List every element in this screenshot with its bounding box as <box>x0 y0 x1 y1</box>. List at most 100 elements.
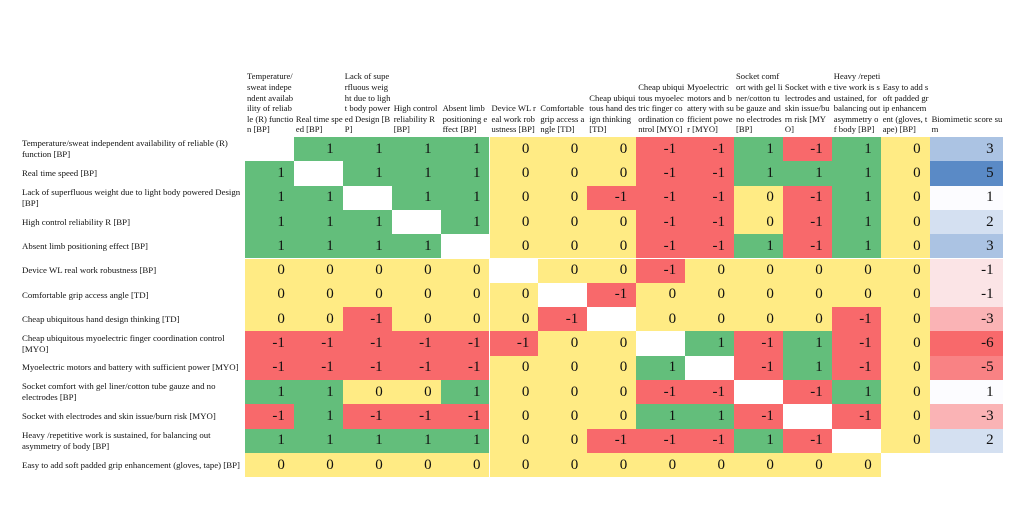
matrix-cell: 0 <box>587 161 637 186</box>
matrix-cell: -1 <box>587 282 637 308</box>
matrix-cell: 0 <box>782 452 832 478</box>
matrix-cell <box>587 307 637 332</box>
matrix-cell: 1 <box>782 331 832 356</box>
matrix-cell: 0 <box>440 307 490 332</box>
matrix-cell: -1 <box>245 331 294 356</box>
column-header: Lack of superfluous weight due to light … <box>344 71 391 135</box>
matrix-cell: -1 <box>685 380 734 405</box>
matrix-cell <box>245 137 294 162</box>
matrix-cell: -1 <box>685 428 734 453</box>
matrix-cell: -1 <box>342 355 392 380</box>
matrix-cell: 1 <box>831 185 881 210</box>
matrix-cell: -1 <box>440 355 490 380</box>
matrix-cell: 1 <box>734 428 783 453</box>
matrix-cell: 1 <box>782 161 832 186</box>
matrix-cell: 0 <box>685 258 734 283</box>
matrix-cell: -1 <box>391 331 441 356</box>
matrix-cell: 1 <box>245 380 294 405</box>
matrix-cell: 0 <box>391 380 441 405</box>
matrix-cell: -1 <box>636 137 686 162</box>
matrix-cell: 1 <box>293 428 343 453</box>
matrix-cell: 0 <box>538 380 588 405</box>
matrix-cell: 1 <box>293 404 343 429</box>
score-cell: -6 <box>929 331 1003 356</box>
matrix-cell: 0 <box>489 282 539 308</box>
matrix-cell: 1 <box>636 404 686 429</box>
matrix-cell: 0 <box>245 307 294 332</box>
matrix-cell: -1 <box>342 331 392 356</box>
matrix-cell: 0 <box>489 185 539 210</box>
matrix-cell: -1 <box>489 331 539 356</box>
matrix-cell <box>440 234 490 259</box>
matrix-cell: -1 <box>734 331 783 356</box>
matrix-cell: 0 <box>538 258 588 283</box>
matrix-cell <box>636 331 686 356</box>
matrix-cell: 0 <box>587 258 637 283</box>
score-cell: -5 <box>929 355 1003 380</box>
matrix-cell: 0 <box>587 355 637 380</box>
matrix-cell: -1 <box>636 380 686 405</box>
matrix-cell: -1 <box>342 307 392 332</box>
matrix-cell: -1 <box>685 234 734 259</box>
matrix-cell: -1 <box>782 380 832 405</box>
matrix-cell: 0 <box>782 307 832 332</box>
matrix-cell: 1 <box>391 137 441 162</box>
matrix-cell: 1 <box>685 331 734 356</box>
column-header: Cheap ubiquitous hand design thinking [T… <box>589 92 637 135</box>
matrix-cell: -1 <box>831 307 881 332</box>
matrix-cell: 1 <box>245 209 294 235</box>
matrix-cell: 0 <box>342 452 392 478</box>
matrix-cell: 0 <box>538 185 588 210</box>
matrix-cell: 0 <box>538 234 588 259</box>
matrix-cell: 1 <box>685 404 734 429</box>
matrix-cell: 0 <box>880 331 930 356</box>
matrix-cell: 0 <box>489 161 539 186</box>
score-cell: -3 <box>929 404 1003 429</box>
column-header: Myoelectric motors and battery with suff… <box>687 82 734 135</box>
matrix-cell: 1 <box>734 161 783 186</box>
matrix-cell: 1 <box>831 209 881 235</box>
matrix-cell: 0 <box>489 355 539 380</box>
matrix-cell: -1 <box>245 404 294 429</box>
matrix-cell: 1 <box>391 234 441 259</box>
matrix-cell: 0 <box>880 161 930 186</box>
matrix-cell: 1 <box>831 234 881 259</box>
matrix-cell: -1 <box>636 185 686 210</box>
matrix-cell: 1 <box>440 380 490 405</box>
matrix-cell: 1 <box>440 161 490 186</box>
matrix-cell: 1 <box>342 161 392 186</box>
matrix-cell: -1 <box>685 185 734 210</box>
row-label: High control reliability R [BP] <box>22 216 130 227</box>
matrix-cell: 0 <box>587 234 637 259</box>
column-header: Real time speed [BP] <box>295 113 343 135</box>
matrix-cell: -1 <box>782 137 832 162</box>
matrix-cell: 0 <box>831 452 881 478</box>
matrix-cell: -1 <box>734 404 783 429</box>
matrix-cell: -1 <box>391 404 441 429</box>
matrix-cell: 0 <box>538 428 588 453</box>
column-header: Socket with electrodes and skin issue/bu… <box>784 82 832 135</box>
matrix-cell: 0 <box>685 452 734 478</box>
matrix-cell: 1 <box>391 161 441 186</box>
matrix-cell: 0 <box>880 209 930 235</box>
matrix-cell: 0 <box>293 282 343 308</box>
row-label: Lack of superfluous weight due to light … <box>22 186 241 208</box>
matrix-cell: 0 <box>782 282 832 308</box>
matrix-cell: 0 <box>782 258 832 283</box>
row-label: Easy to add soft padded grip enhancement… <box>22 459 240 470</box>
column-header: Biomimetic score sum <box>931 113 1003 135</box>
matrix-cell: 0 <box>734 185 783 210</box>
matrix-cell: -1 <box>245 355 294 380</box>
matrix-cell: 1 <box>293 234 343 259</box>
matrix-cell: -1 <box>782 209 832 235</box>
matrix-cell: -1 <box>636 209 686 235</box>
matrix-cell: -1 <box>636 428 686 453</box>
matrix-cell: 1 <box>245 234 294 259</box>
matrix-cell: 0 <box>734 258 783 283</box>
matrix-cell: 0 <box>293 258 343 283</box>
score-cell: 5 <box>929 161 1003 186</box>
score-cell: -1 <box>929 258 1003 283</box>
matrix-cell: 0 <box>538 355 588 380</box>
matrix-cell: 0 <box>734 307 783 332</box>
matrix-cell: 0 <box>391 307 441 332</box>
